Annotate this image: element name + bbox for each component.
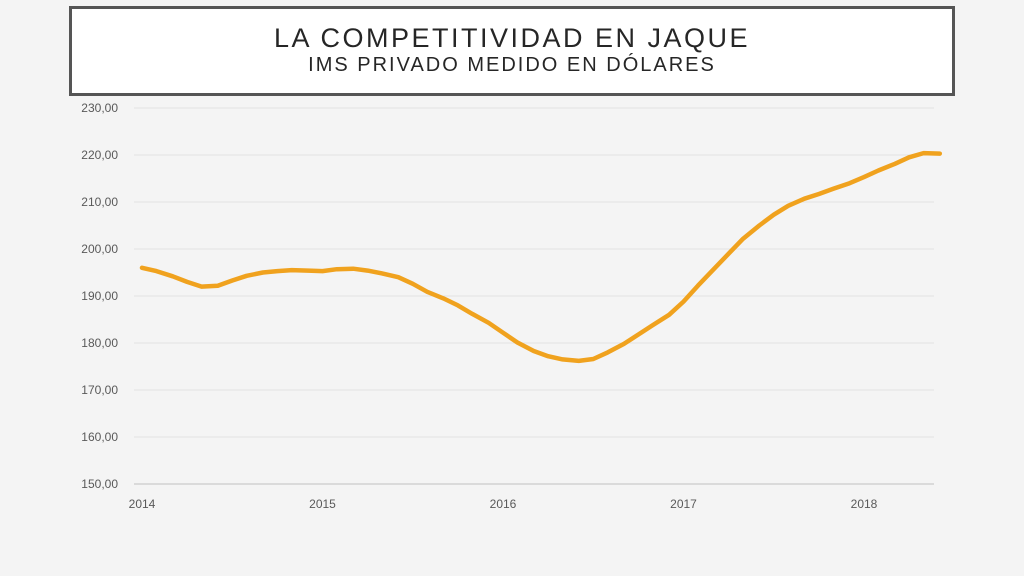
y-tick-label: 160,00 <box>81 430 118 444</box>
x-tick-label: 2014 <box>129 497 156 511</box>
y-tick-label: 190,00 <box>81 289 118 303</box>
y-tick-label: 200,00 <box>81 242 118 256</box>
x-tick-label: 2017 <box>670 497 697 511</box>
y-tick-label: 230,00 <box>81 101 118 115</box>
y-tick-label: 150,00 <box>81 477 118 491</box>
title-box: LA COMPETITIVIDAD EN JAQUE IMS PRIVADO M… <box>69 6 955 96</box>
series-layer <box>139 150 943 364</box>
x-axis: 2014 2015 2016 2017 2018 <box>129 497 878 511</box>
x-tick-label: 2016 <box>490 497 517 511</box>
x-tick-label: 2018 <box>851 497 878 511</box>
y-tick-label: 170,00 <box>81 383 118 397</box>
y-tick-label: 180,00 <box>81 336 118 350</box>
series-line <box>139 150 943 364</box>
slide-title: LA COMPETITIVIDAD EN JAQUE <box>273 23 751 53</box>
y-axis: 150,00 160,00 170,00 180,00 190,00 200,00 210,… <box>81 101 118 491</box>
gridlines <box>134 107 934 485</box>
y-tick-label: 210,00 <box>81 195 118 209</box>
slide-subtitle: IMS PRIVADO MEDIDO EN DÓLARES <box>308 54 716 76</box>
y-tick-label: 220,00 <box>81 148 118 162</box>
x-tick-label: 2015 <box>309 497 336 511</box>
